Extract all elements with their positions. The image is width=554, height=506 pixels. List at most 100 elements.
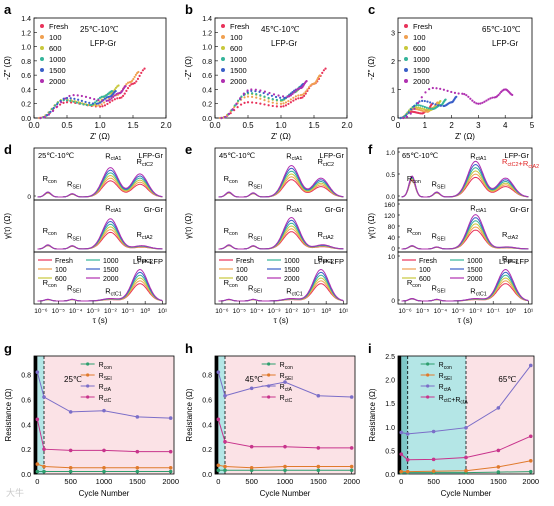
data-point — [431, 102, 434, 105]
legend-label: Fresh — [236, 258, 254, 265]
series-Fresh — [38, 67, 146, 120]
data-point — [423, 108, 426, 111]
data-point — [263, 99, 266, 102]
data-point — [110, 89, 114, 93]
y-tick-label: 2.0 — [385, 378, 395, 385]
x-axis-label: Cycle Number — [441, 489, 492, 498]
data-point — [279, 105, 283, 108]
condition-label: 45℃-10℃ — [261, 25, 299, 34]
x-tick-label: 2.0 — [160, 121, 172, 130]
data-point — [431, 457, 436, 462]
panel-letter: g — [4, 341, 12, 356]
data-point — [100, 95, 103, 98]
peak-label: RSEI — [432, 284, 446, 295]
data-point — [106, 102, 109, 106]
x-axis-label: Z' (Ω) — [271, 132, 291, 141]
data-point — [439, 104, 442, 107]
data-point — [243, 96, 246, 99]
data-point — [294, 89, 297, 92]
data-point — [303, 92, 306, 95]
data-point — [417, 104, 420, 107]
data-point — [425, 106, 428, 109]
data-point — [464, 468, 468, 473]
data-point — [475, 102, 478, 105]
panel-letter: f — [368, 142, 373, 157]
data-point — [496, 465, 501, 469]
data-point — [133, 75, 136, 79]
data-point — [113, 94, 116, 97]
y-tick-label: 120 — [384, 213, 395, 220]
cell-label: LFP-Gr — [90, 39, 117, 48]
data-point — [415, 104, 418, 107]
data-point — [402, 116, 405, 120]
peak-label: RctA1 — [105, 151, 121, 162]
y-tick-label: 0.0 — [202, 116, 212, 123]
data-point — [307, 86, 311, 89]
data-point — [298, 87, 301, 90]
x-tick-label: 1.0 — [94, 121, 106, 130]
peak-label: Rcon — [407, 226, 421, 237]
legend-label: 600 — [49, 44, 62, 53]
legend-label: 1000 — [103, 258, 119, 265]
condition-label: 65℃-10℃ — [402, 151, 439, 160]
data-point — [82, 103, 85, 106]
data-point — [216, 468, 221, 473]
data-point — [42, 395, 46, 399]
legend-label: 100 — [49, 33, 62, 42]
y-tick-label: 160 — [384, 202, 395, 209]
plot-frame — [33, 251, 167, 305]
legend-label: 600 — [419, 276, 431, 283]
series-2000 — [39, 85, 127, 120]
data-point — [77, 101, 80, 104]
x-axis-label: τ (s) — [458, 316, 473, 325]
legend-label: Fresh — [49, 22, 68, 31]
data-point — [79, 102, 82, 105]
peak-label: Rcon — [224, 226, 238, 237]
data-point — [229, 112, 232, 115]
cell-label: LFP-Gr — [271, 39, 298, 48]
legend-label: 1500 — [413, 66, 430, 75]
legend-marker — [404, 79, 408, 83]
data-point — [131, 79, 134, 82]
y-tick-label: 0 — [27, 194, 31, 201]
data-point — [249, 444, 254, 449]
data-point — [282, 102, 285, 105]
data-point — [414, 106, 418, 109]
data-point — [35, 462, 40, 466]
data-point — [407, 111, 410, 114]
y-axis-label: -Z" (Ω) — [3, 56, 12, 80]
data-point — [405, 115, 409, 118]
legend-label: 1500 — [284, 267, 300, 274]
data-point — [419, 104, 422, 107]
x-axis-label: Z' (Ω) — [90, 132, 110, 141]
data-point — [479, 102, 482, 105]
legend-label: 1500 — [49, 66, 66, 75]
data-point — [236, 106, 239, 109]
legend-label: 600 — [413, 44, 426, 53]
data-point — [95, 99, 98, 102]
legend-label: 1500 — [467, 267, 483, 274]
cell-label: LFP-LFP — [499, 257, 529, 266]
data-point — [528, 363, 533, 368]
data-point — [246, 89, 249, 92]
peak-label: RctC2 — [136, 157, 153, 168]
y-tick-label: 0.6 — [21, 73, 31, 80]
data-point — [417, 106, 420, 109]
panel-g: 0 500 1000 1500 2000 0.0 0.2 0.4 0.6 0.8 Cycle Num… — [4, 341, 179, 498]
data-point — [84, 100, 87, 104]
y-tick-label: 0.0 — [386, 194, 395, 201]
y-tick-label: 0 — [391, 298, 395, 305]
legend-label: RSEI — [280, 373, 293, 382]
legend-label: RSEI — [439, 373, 452, 382]
y-axis-label: Resistance (Ω) — [368, 388, 377, 441]
data-point — [39, 116, 42, 120]
x-tick-label: 2000 — [522, 477, 539, 486]
data-point — [126, 87, 130, 90]
x-tick-label: 10⁻⁴ — [69, 308, 83, 315]
data-point — [69, 99, 72, 102]
legend-label: 1500 — [103, 267, 119, 274]
legend-label: 100 — [236, 267, 248, 274]
y-tick-label: 0.6 — [202, 397, 212, 404]
data-point — [284, 96, 288, 99]
peak-label: RctC2+RctA2 — [502, 157, 539, 170]
